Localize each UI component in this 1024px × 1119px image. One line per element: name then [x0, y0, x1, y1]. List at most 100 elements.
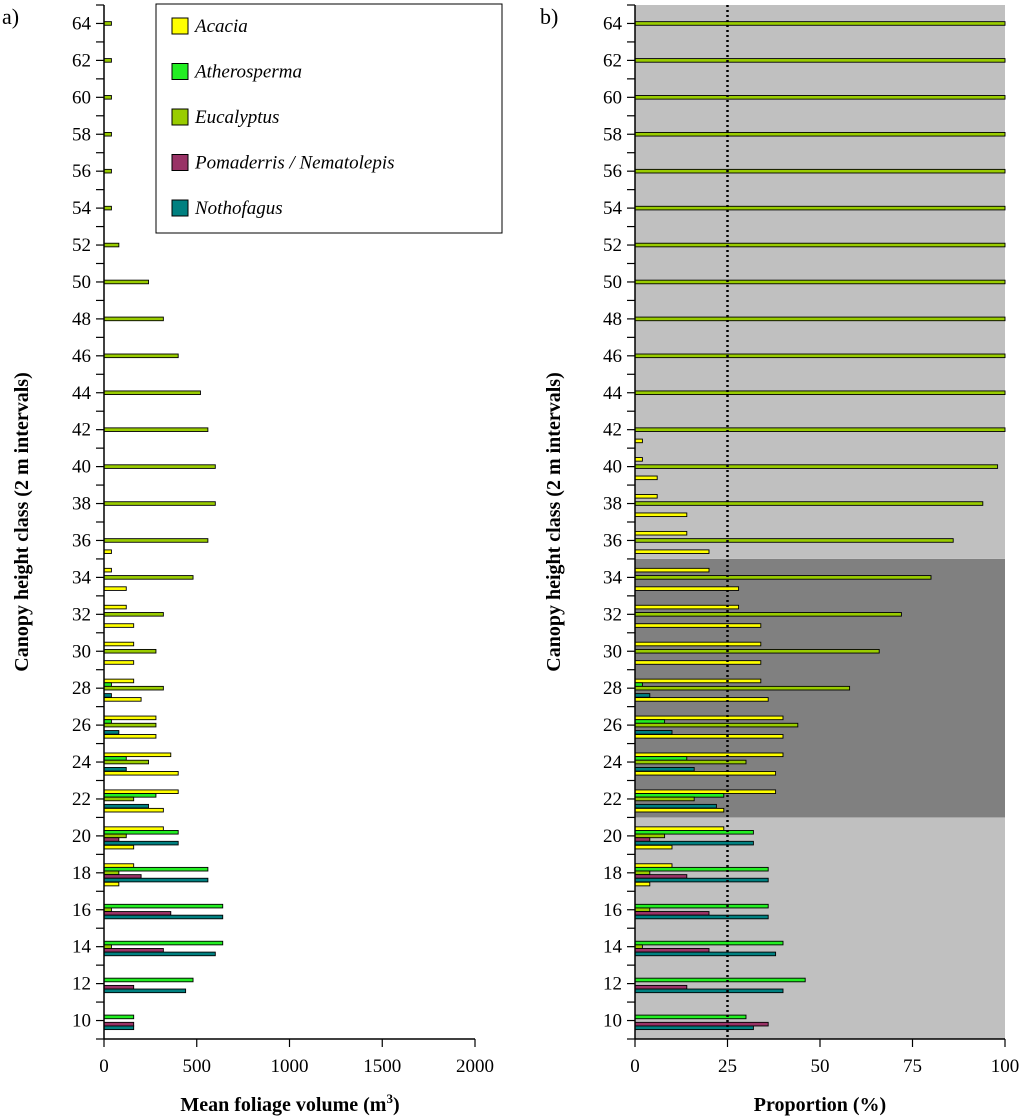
bar-acacia-37 [634, 512, 688, 518]
y-tick-label-44: 44 [603, 383, 623, 404]
y-tick-label-60: 60 [72, 87, 91, 108]
legend-label-pomaderris-nematolepis: Pomaderris / Nematolepis [194, 153, 395, 174]
panel-b-x-ticks: 0 25 50 75 100 [630, 1039, 1019, 1077]
legend: Acacia Atherosperma Eucalyptus Pomaderris /… [155, 3, 503, 234]
bar-atherosperma-12 [634, 977, 806, 983]
bar-nothofagus-16 [634, 914, 769, 920]
bar-atherosperma-24 [103, 756, 127, 761]
bar-nothofagus-10 [634, 1025, 754, 1031]
bar-eucalyptus-40 [103, 464, 216, 469]
bar-acacia-38 [634, 494, 658, 499]
y-tick-label-30: 30 [72, 641, 91, 662]
bar-nothofagus-22 [634, 803, 717, 809]
bar-eucalyptus-58 [103, 131, 112, 137]
bar-nothofagus-24 [634, 767, 695, 772]
bar-pomaderris-nematolepis-16 [634, 911, 710, 916]
bar-eucalyptus-30 [103, 648, 157, 654]
y-tick-label-62: 62 [603, 50, 622, 71]
x-tick-label-75: 75 [903, 1056, 922, 1077]
bar-eucalyptus-18 [103, 870, 120, 876]
bar-atherosperma-26 [634, 719, 666, 724]
bar-pomaderris-nematolepis-20 [103, 837, 120, 842]
bar-acacia-25 [103, 734, 157, 739]
y-tick-label-48: 48 [603, 309, 622, 330]
y-tick-label-52: 52 [603, 235, 622, 256]
panel-a-x-ticks: 0 500 1000 1500 2000 [99, 1039, 494, 1077]
bar-atherosperma-20 [103, 830, 179, 835]
panel-b-label: b) [540, 4, 558, 29]
y-tick-label-18: 18 [603, 863, 622, 884]
bar-eucalyptus-44 [103, 390, 201, 396]
bar-eucalyptus-16 [634, 907, 651, 913]
bar-eucalyptus-24 [634, 759, 747, 765]
bar-acacia-34 [103, 567, 112, 573]
bar-atherosperma-10 [103, 1014, 135, 1020]
bar-eucalyptus-30 [634, 648, 880, 654]
bar-eucalyptus-62 [103, 58, 112, 63]
bar-nothofagus-16 [103, 914, 224, 920]
bar-eucalyptus-26 [634, 722, 799, 728]
panel-a-bars [103, 21, 224, 1031]
bar-eucalyptus-22 [634, 796, 695, 802]
bar-acacia-41 [634, 438, 643, 444]
bar-acacia-36 [634, 530, 688, 536]
bar-atherosperma-16 [103, 903, 224, 909]
y-tick-label-16: 16 [72, 900, 91, 921]
x-tick-label-2000: 2000 [456, 1056, 494, 1077]
bar-eucalyptus-64 [634, 21, 1006, 26]
y-tick-label-46: 46 [72, 346, 91, 367]
y-tick-label-24: 24 [72, 752, 92, 773]
bar-eucalyptus-52 [634, 242, 1006, 248]
x-tick-label-500: 500 [183, 1056, 212, 1077]
panel-a-xlabel-main: Mean foliage volume (m [180, 1094, 386, 1116]
legend-label-atherosperma: Atherosperma [193, 62, 302, 83]
bar-acacia-32 [103, 604, 127, 610]
y-tick-label-26: 26 [72, 715, 91, 736]
bar-eucalyptus-58 [634, 131, 1006, 137]
bar-eucalyptus-18 [634, 870, 651, 876]
bar-eucalyptus-48 [103, 316, 164, 322]
bar-eucalyptus-32 [634, 612, 902, 617]
y-tick-label-62: 62 [72, 50, 91, 71]
bar-eucalyptus-54 [634, 205, 1006, 211]
y-tick-label-48: 48 [72, 309, 91, 330]
bar-eucalyptus-44 [634, 390, 1006, 396]
bar-atherosperma-22 [103, 793, 157, 798]
bar-eucalyptus-16 [103, 907, 112, 913]
bar-atherosperma-18 [634, 866, 769, 872]
x-tick-label-0: 0 [630, 1056, 640, 1077]
y-tick-label-58: 58 [603, 124, 622, 145]
bar-pomaderris-nematolepis-12 [103, 984, 135, 990]
panel-b-bars [634, 21, 1006, 1031]
bar-eucalyptus-46 [103, 353, 179, 359]
y-tick-label-30: 30 [603, 641, 622, 662]
bar-acacia-18 [634, 863, 673, 868]
x-tick-label-0: 0 [99, 1056, 109, 1077]
legend-label-nothofagus: Nothofagus [194, 198, 283, 219]
bar-eucalyptus-36 [634, 538, 954, 543]
x-tick-label-100: 100 [991, 1056, 1020, 1077]
panel-b-chart: 10 12 14 16 18 20 22 24 26 28 30 32 34 36 38 40 42 44 46 48… [543, 4, 1019, 1116]
y-tick-label-34: 34 [603, 567, 623, 588]
panel-a-xlabel-end: ) [393, 1094, 400, 1116]
x-tick-label-1500: 1500 [363, 1056, 401, 1077]
bar-acacia-26 [634, 715, 784, 721]
bar-atherosperma-20 [634, 830, 754, 835]
bar-eucalyptus-48 [634, 316, 1006, 322]
bar-eucalyptus-60 [103, 95, 112, 100]
bar-pomaderris-nematolepis-20 [634, 837, 651, 842]
bar-eucalyptus-42 [634, 427, 1006, 432]
bar-atherosperma-14 [634, 940, 784, 946]
bar-atherosperma-12 [103, 977, 194, 983]
y-tick-label-42: 42 [72, 420, 91, 441]
bar-atherosperma-16 [634, 903, 769, 909]
bar-acacia-18 [103, 863, 135, 868]
y-tick-label-22: 22 [603, 789, 622, 810]
bar-acacia-31 [634, 623, 762, 628]
y-tick-label-52: 52 [72, 235, 91, 256]
bar-eucalyptus-64 [103, 21, 112, 26]
y-tick-label-26: 26 [603, 715, 622, 736]
bar-acacia-39 [634, 475, 658, 481]
y-tick-label-20: 20 [72, 826, 91, 847]
bar-acacia-22 [103, 789, 179, 794]
